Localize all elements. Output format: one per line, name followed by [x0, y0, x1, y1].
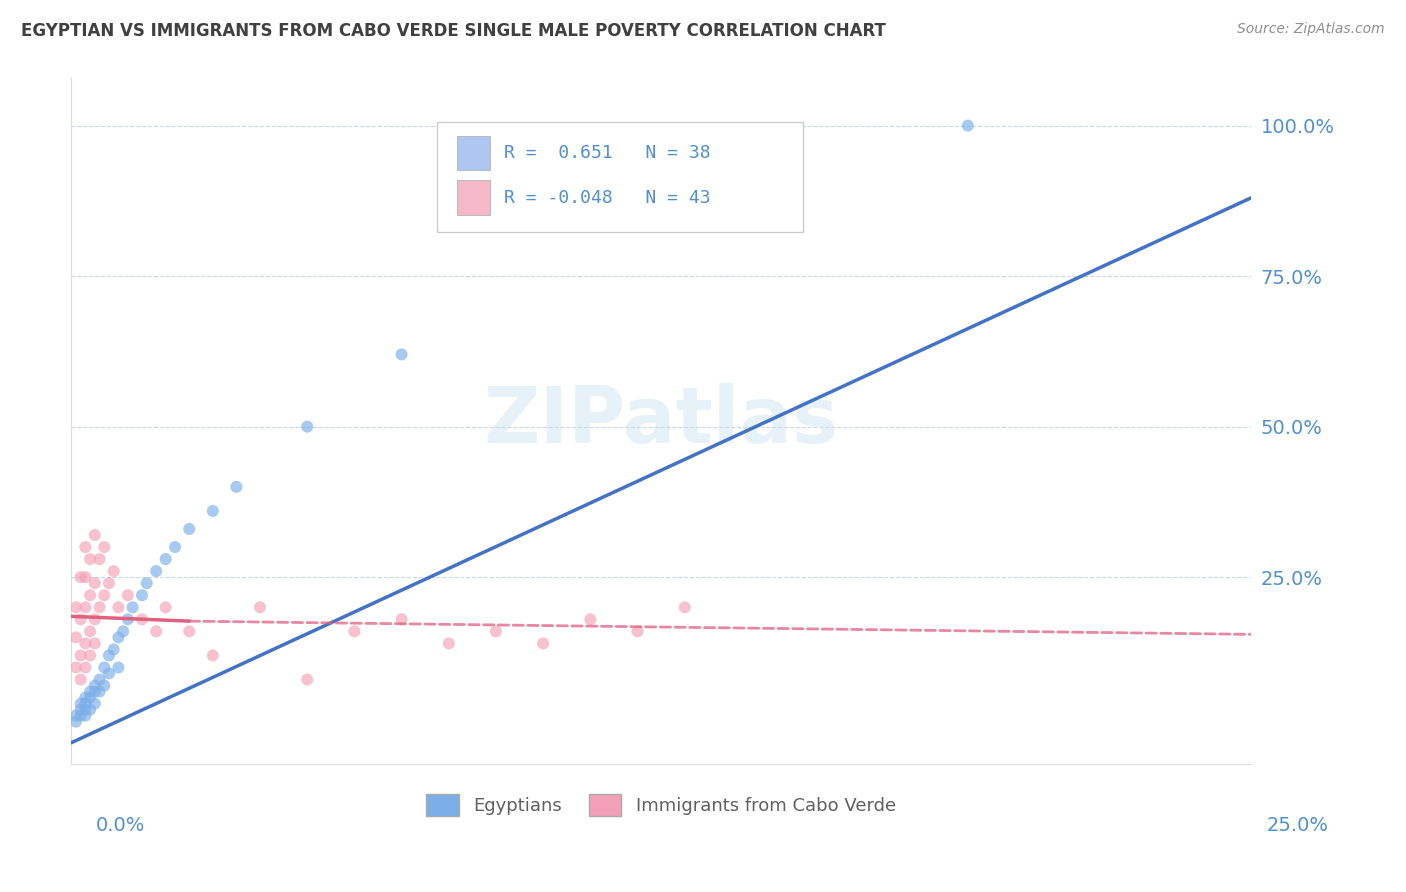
Point	[107, 600, 129, 615]
Point	[93, 679, 115, 693]
Point	[98, 648, 121, 663]
Legend: Egyptians, Immigrants from Cabo Verde: Egyptians, Immigrants from Cabo Verde	[419, 787, 903, 823]
Point	[155, 552, 177, 566]
Point	[75, 703, 97, 717]
Point	[79, 690, 101, 705]
Point	[79, 624, 101, 639]
Point	[89, 600, 111, 615]
Point	[79, 684, 101, 698]
Point	[201, 504, 224, 518]
Point	[201, 648, 224, 663]
Bar	[457, 180, 491, 215]
Text: R =  0.651   N = 38: R = 0.651 N = 38	[505, 144, 711, 162]
Point	[249, 600, 271, 615]
Text: ZIPatlas: ZIPatlas	[484, 383, 838, 458]
Point	[65, 714, 87, 729]
Point	[65, 600, 87, 615]
Point	[75, 660, 97, 674]
Text: EGYPTIAN VS IMMIGRANTS FROM CABO VERDE SINGLE MALE POVERTY CORRELATION CHART: EGYPTIAN VS IMMIGRANTS FROM CABO VERDE S…	[21, 22, 886, 40]
Point	[93, 660, 115, 674]
Text: 0.0%: 0.0%	[96, 816, 145, 835]
Point	[79, 648, 101, 663]
FancyBboxPatch shape	[437, 122, 803, 232]
Point	[65, 660, 87, 674]
Text: Source: ZipAtlas.com: Source: ZipAtlas.com	[1237, 22, 1385, 37]
Point	[69, 612, 91, 626]
Point	[75, 697, 97, 711]
Point	[83, 612, 105, 626]
Point	[79, 552, 101, 566]
Point	[956, 119, 979, 133]
Point	[89, 684, 111, 698]
Point	[179, 624, 201, 639]
Point	[117, 588, 139, 602]
Text: R = -0.048   N = 43: R = -0.048 N = 43	[505, 188, 711, 207]
Point	[75, 690, 97, 705]
Point	[69, 673, 91, 687]
Point	[121, 600, 143, 615]
Point	[75, 636, 97, 650]
Point	[295, 673, 318, 687]
Point	[79, 588, 101, 602]
Point	[69, 570, 91, 584]
Point	[93, 588, 115, 602]
Point	[107, 660, 129, 674]
Point	[103, 564, 125, 578]
Point	[391, 612, 413, 626]
Point	[485, 624, 508, 639]
Point	[89, 673, 111, 687]
Point	[83, 697, 105, 711]
Point	[83, 684, 105, 698]
Point	[391, 347, 413, 361]
Point	[69, 697, 91, 711]
Point	[83, 679, 105, 693]
Point	[437, 636, 460, 650]
Bar	[457, 136, 491, 170]
Point	[75, 570, 97, 584]
Point	[69, 648, 91, 663]
Point	[79, 703, 101, 717]
Point	[673, 600, 696, 615]
Point	[179, 522, 201, 536]
Point	[69, 708, 91, 723]
Point	[93, 540, 115, 554]
Point	[145, 624, 167, 639]
Point	[117, 612, 139, 626]
Point	[531, 636, 554, 650]
Point	[75, 708, 97, 723]
Point	[69, 703, 91, 717]
Point	[75, 600, 97, 615]
Point	[145, 564, 167, 578]
Point	[83, 636, 105, 650]
Point	[225, 480, 247, 494]
Text: 25.0%: 25.0%	[1267, 816, 1329, 835]
Point	[98, 576, 121, 591]
Point	[107, 631, 129, 645]
Point	[131, 588, 153, 602]
Point	[65, 631, 87, 645]
Point	[89, 552, 111, 566]
Point	[65, 708, 87, 723]
Point	[579, 612, 602, 626]
Point	[98, 666, 121, 681]
Point	[295, 419, 318, 434]
Point	[103, 642, 125, 657]
Point	[343, 624, 366, 639]
Point	[165, 540, 187, 554]
Point	[83, 576, 105, 591]
Point	[131, 612, 153, 626]
Point	[155, 600, 177, 615]
Point	[135, 576, 157, 591]
Point	[75, 540, 97, 554]
Point	[112, 624, 135, 639]
Point	[626, 624, 648, 639]
Point	[83, 528, 105, 542]
